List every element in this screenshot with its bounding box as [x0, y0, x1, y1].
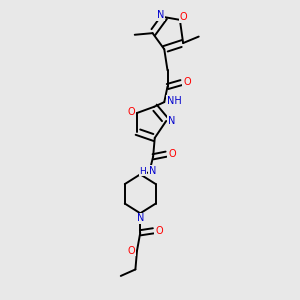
Text: NH: NH — [167, 96, 182, 106]
Text: O: O — [183, 77, 191, 87]
Text: N: N — [157, 10, 164, 20]
Text: N: N — [136, 214, 144, 224]
Text: H: H — [140, 167, 146, 176]
Text: O: O — [128, 107, 135, 117]
Text: O: O — [168, 149, 176, 159]
Text: N: N — [168, 116, 175, 126]
Text: O: O — [128, 246, 135, 256]
Text: O: O — [155, 226, 163, 236]
Text: N: N — [149, 166, 156, 176]
Text: O: O — [179, 12, 187, 22]
